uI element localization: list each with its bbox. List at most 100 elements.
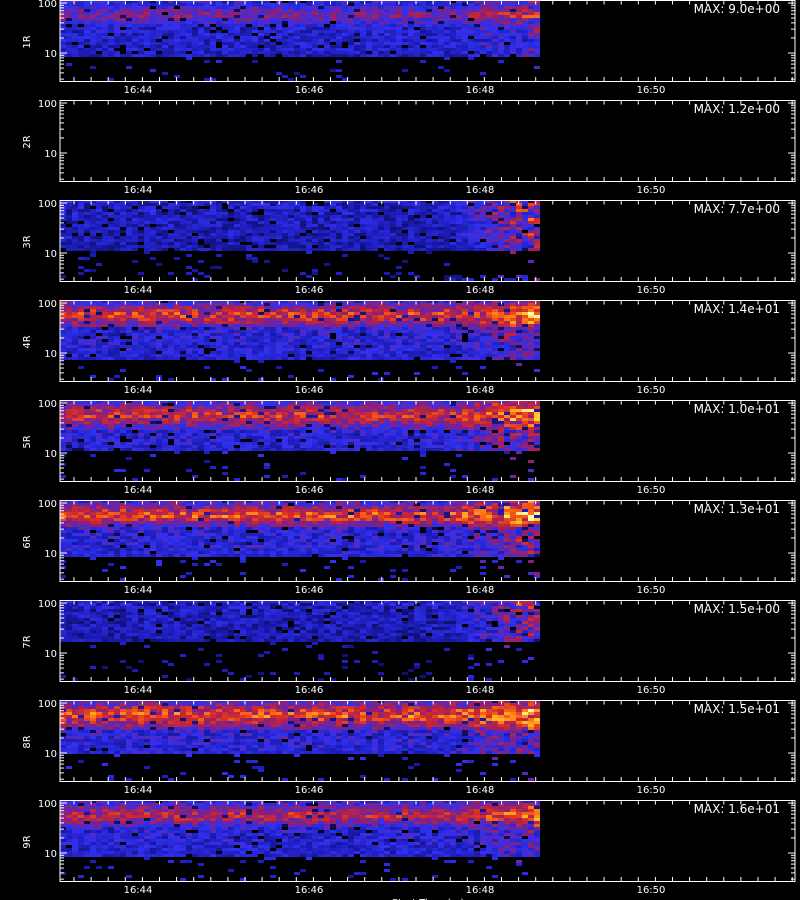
heatmap-cell bbox=[66, 39, 72, 42]
heatmap-cell bbox=[288, 0, 294, 3]
heatmap-cell bbox=[108, 306, 114, 309]
heatmap-cell bbox=[522, 278, 528, 281]
heatmap-cell bbox=[534, 369, 540, 372]
heatmap-cell bbox=[534, 239, 540, 242]
heatmap-cell bbox=[414, 42, 420, 45]
heatmap-cell bbox=[498, 351, 504, 354]
heatmap-cell bbox=[372, 27, 378, 30]
heatmap-cell bbox=[378, 221, 384, 224]
heatmap-cell bbox=[468, 0, 474, 3]
heatmap-cell bbox=[192, 33, 198, 36]
heatmap-cell bbox=[366, 315, 372, 318]
heatmap-cell bbox=[96, 45, 102, 48]
heatmap-cell bbox=[306, 275, 312, 278]
heatmap-cell bbox=[102, 48, 108, 51]
heatmap-cell bbox=[534, 227, 540, 230]
heatmap-cell bbox=[360, 248, 366, 251]
heatmap-cell bbox=[468, 230, 474, 233]
heatmap-cell bbox=[216, 315, 222, 318]
heatmap-cell bbox=[180, 315, 186, 318]
heatmap-cell bbox=[534, 354, 540, 357]
heatmap-cell bbox=[156, 263, 162, 266]
heatmap-cell bbox=[330, 39, 336, 42]
heatmap-cell bbox=[318, 33, 324, 36]
heatmap-cell bbox=[108, 0, 114, 3]
heatmap-cell bbox=[144, 321, 150, 324]
heatmap-cell bbox=[384, 342, 390, 345]
heatmap-cell bbox=[306, 321, 312, 324]
heatmap-cell bbox=[240, 206, 246, 209]
heatmap-cell bbox=[240, 200, 246, 203]
heatmap-cell bbox=[450, 15, 456, 18]
heatmap-cell bbox=[438, 354, 444, 357]
heatmap-cell bbox=[312, 39, 318, 42]
heatmap-cell bbox=[480, 245, 486, 248]
heatmap-cell bbox=[216, 345, 222, 348]
heatmap-cell bbox=[456, 357, 462, 360]
heatmap-cell bbox=[462, 233, 468, 236]
heatmap-cell bbox=[306, 27, 312, 30]
heatmap-cell bbox=[438, 0, 444, 3]
heatmap-cell bbox=[192, 312, 198, 315]
heatmap-cell bbox=[408, 333, 414, 336]
heatmap-cell bbox=[516, 318, 522, 321]
heatmap-cell bbox=[156, 348, 162, 351]
heatmap-cell bbox=[120, 6, 126, 9]
heatmap-cell bbox=[462, 27, 468, 30]
x-tick-label: 16:48 bbox=[466, 185, 495, 196]
heatmap-cell bbox=[156, 42, 162, 45]
heatmap-cell bbox=[132, 342, 138, 345]
heatmap-cell bbox=[516, 342, 522, 345]
heatmap-cell bbox=[96, 6, 102, 9]
heatmap-cell bbox=[402, 245, 408, 248]
heatmap-cell bbox=[96, 345, 102, 348]
heatmap-cell bbox=[450, 342, 456, 345]
heatmap-cell bbox=[180, 227, 186, 230]
heatmap-cell bbox=[390, 236, 396, 239]
heatmap-cell bbox=[180, 245, 186, 248]
heatmap-cell bbox=[324, 336, 330, 339]
heatmap-cell bbox=[72, 51, 78, 54]
heatmap-cell bbox=[348, 248, 354, 251]
heatmap-cell bbox=[396, 15, 402, 18]
heatmap-cell bbox=[510, 48, 516, 51]
heatmap-cell bbox=[456, 227, 462, 230]
heatmap-cell bbox=[498, 342, 504, 345]
heatmap-cell bbox=[60, 318, 66, 321]
heatmap-cell bbox=[486, 345, 492, 348]
heatmap-cell bbox=[342, 51, 348, 54]
heatmap-cell bbox=[348, 306, 354, 309]
heatmap-cell bbox=[474, 51, 480, 54]
heatmap-cell bbox=[138, 203, 144, 206]
heatmap-cell bbox=[198, 330, 204, 333]
heatmap-cell bbox=[408, 15, 414, 18]
heatmap-cell bbox=[138, 354, 144, 357]
heatmap-cell bbox=[204, 209, 210, 212]
heatmap-cell bbox=[348, 206, 354, 209]
heatmap-cell bbox=[246, 27, 252, 30]
heatmap-cell bbox=[366, 206, 372, 209]
heatmap-cell bbox=[174, 18, 180, 21]
heatmap-cell bbox=[348, 42, 354, 45]
heatmap-cell bbox=[66, 227, 72, 230]
heatmap-cell bbox=[246, 0, 252, 3]
heatmap-cell bbox=[402, 321, 408, 324]
heatmap-cell bbox=[432, 51, 438, 54]
heatmap-cell bbox=[468, 209, 474, 212]
heatmap-cell bbox=[210, 215, 216, 218]
heatmap-cell bbox=[216, 48, 222, 51]
heatmap-cell bbox=[432, 345, 438, 348]
heatmap-cell bbox=[474, 224, 480, 227]
heatmap-cell bbox=[288, 318, 294, 321]
heatmap-cell bbox=[168, 203, 174, 206]
heatmap-cell bbox=[468, 30, 474, 33]
heatmap-cell bbox=[444, 69, 450, 72]
heatmap-cell bbox=[492, 209, 498, 212]
heatmap-cell bbox=[288, 345, 294, 348]
heatmap-cell bbox=[270, 339, 276, 342]
heatmap-cell bbox=[444, 300, 450, 303]
heatmap-cell bbox=[222, 327, 228, 330]
heatmap-cell bbox=[192, 321, 198, 324]
heatmap-cell bbox=[390, 324, 396, 327]
heatmap-cell bbox=[324, 233, 330, 236]
